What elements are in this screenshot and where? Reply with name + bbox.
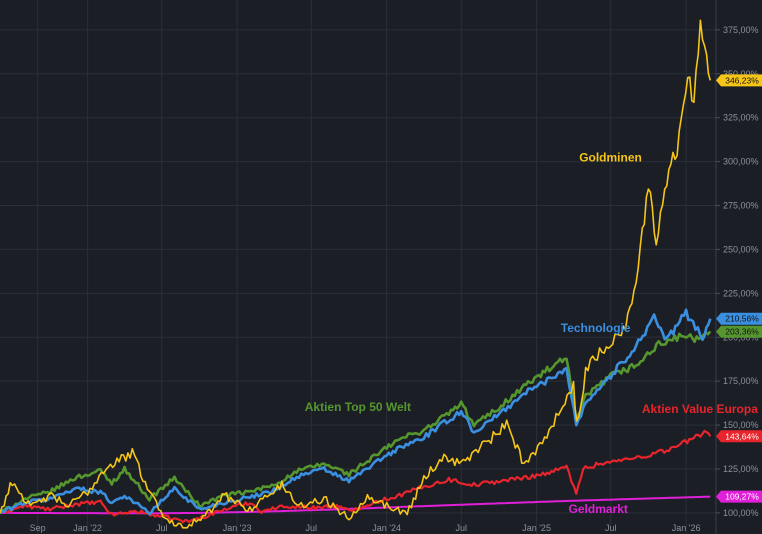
y-tick-label: 250,00% [723,244,759,254]
badge-value: 203,36% [725,327,759,337]
series-line-aktien-value-europa [0,429,712,524]
badge-value: 143,64% [725,431,759,441]
badge-shape [716,490,762,503]
x-tick-label: Jan '23 [223,523,252,533]
last-value-badge-technologie: 210,56% [716,312,762,325]
x-tick-label: Jul [306,523,318,533]
x-tick-label: Jan '24 [372,523,401,533]
last-value-badge-geldmarkt: 109,27% [716,490,762,503]
y-tick-label: 375,00% [723,25,759,35]
x-tick-label: Jul [156,523,168,533]
badge-shape [716,74,762,87]
y-tick-label: 150,00% [723,420,759,430]
y-tick-label: 350,00% [723,69,759,79]
series-line-technologie [0,308,712,516]
badge-shape [716,430,762,443]
y-tick-label: 300,00% [723,157,759,167]
x-tick-label: Jan '26 [672,523,701,533]
series-line-aktien-top-50-welt [0,330,712,515]
x-tick-label: Jan '22 [73,523,102,533]
last-value-badge-goldminen: 346,23% [716,74,762,87]
series-label-aktien-value-europa: Aktien Value Europa [642,402,758,416]
badge-value: 346,23% [725,75,759,85]
y-tick-label: 225,00% [723,288,759,298]
y-tick-label: 175,00% [723,376,759,386]
badge-shape [716,325,762,338]
badge-shape [716,312,762,325]
series-lines [0,19,712,529]
badge-value: 210,56% [725,314,759,324]
y-tick-label: 125,00% [723,464,759,474]
series-line-goldminen [0,19,712,529]
last-value-badge-aktien-top-50-welt: 203,36% [716,325,762,338]
last-value-badge-aktien-value-europa: 143,64% [716,430,762,443]
x-tick-label: Jul [455,523,467,533]
series-label-technologie: Technologie [561,321,631,335]
y-tick-label: 275,00% [723,201,759,211]
series-label-aktien-top-50-welt: Aktien Top 50 Welt [305,400,411,414]
last-value-badges: 346,23% 210,56% 203,36% 143,64% 109,27% [716,74,762,503]
x-tick-label: Jul [605,523,617,533]
x-tick-label: Sep [30,523,46,533]
badge-value: 109,27% [725,492,759,502]
y-tick-label: 100,00% [723,508,759,518]
series-label-geldmarkt: Geldmarkt [569,502,628,516]
series-label-goldminen: Goldminen [579,151,642,165]
series-labels: Goldminen Technologie Aktien Top 50 Welt Ak… [305,151,758,516]
y-tick-label: 325,00% [723,113,759,123]
x-tick-label: Jan '25 [522,523,551,533]
grid-lines [0,0,716,534]
x-axis-ticks: Sep Jan '22 Jul Jan '23 Jul Jan '24 Jul Jan '25… [30,523,701,533]
